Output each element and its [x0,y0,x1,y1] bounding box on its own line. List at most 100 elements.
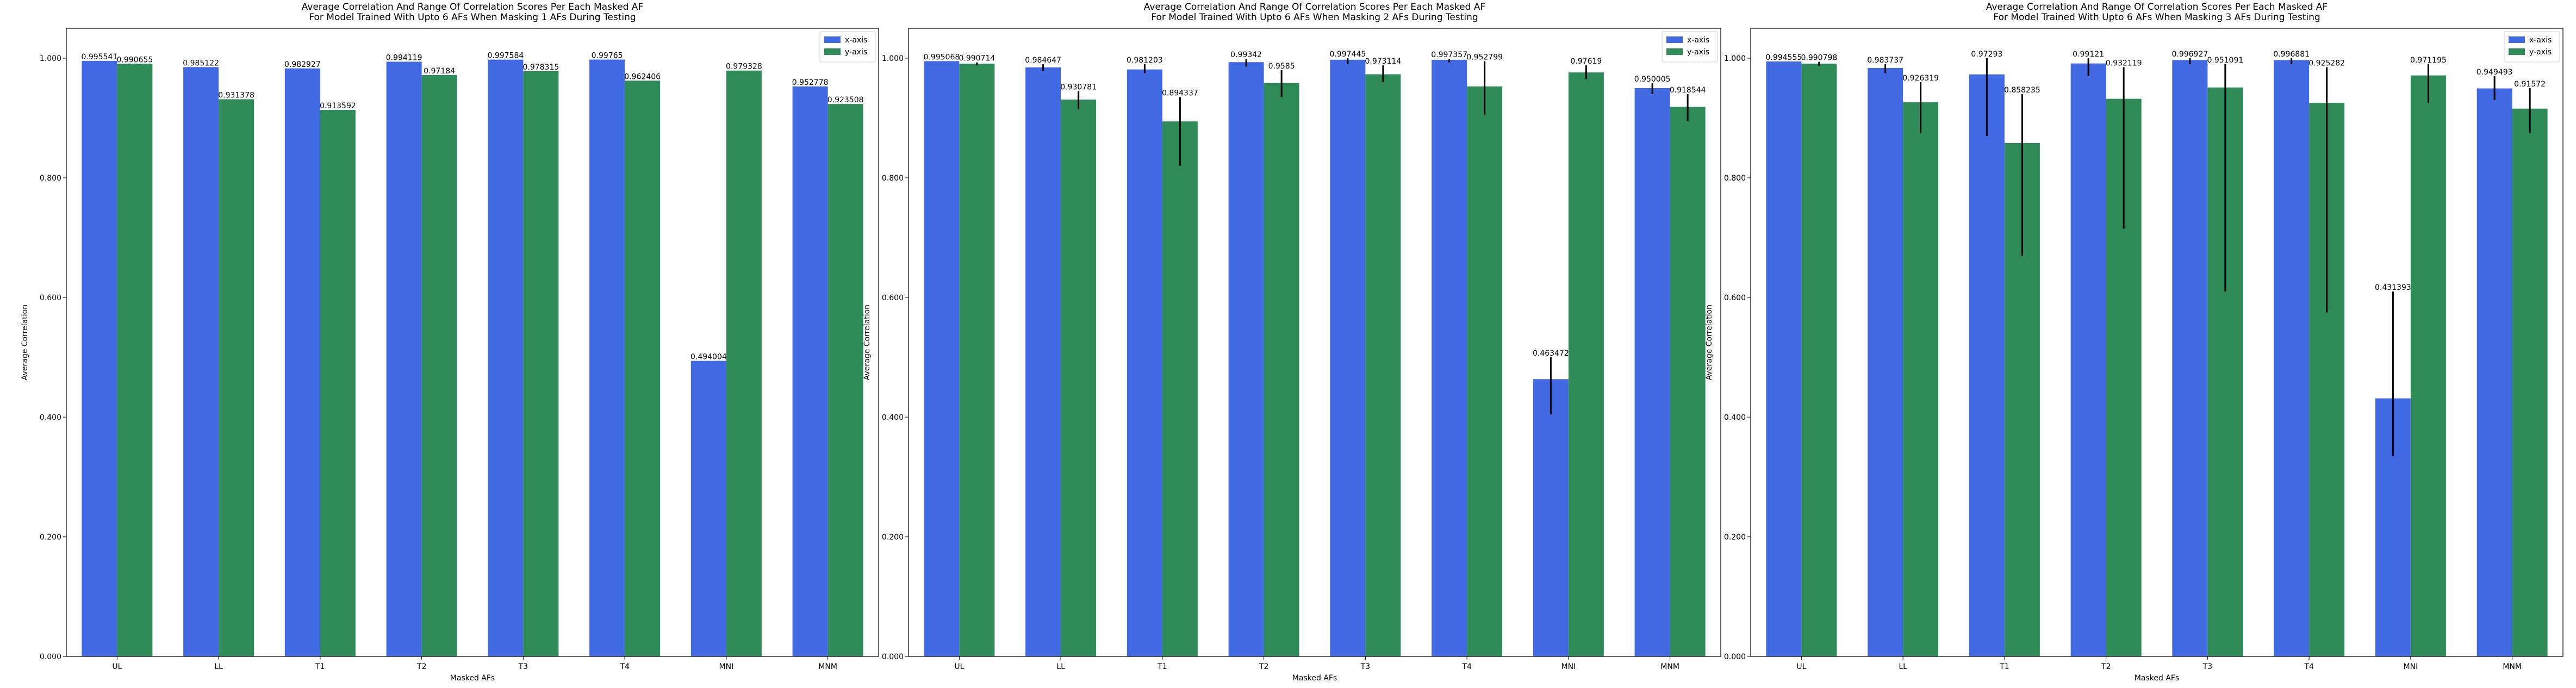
bar-y-axis-MNM [2512,108,2548,656]
bar-x-axis-T1 [1969,74,2005,657]
value-label: 0.91572 [2514,80,2546,89]
value-label: 0.923508 [827,96,864,104]
chart-title-line: Average Correlation And Range Of Correla… [1144,2,1485,13]
legend-label: y-axis [2529,48,2552,57]
bar-y-axis-T2 [1264,83,1299,656]
legend-swatch-x-axis [1666,36,1683,43]
y-tick-label: 0.200 [882,533,904,542]
y-tick-label: 0.000 [882,653,904,661]
x-tick-label: T4 [619,662,630,671]
y-tick-label: 0.600 [882,294,904,302]
value-label: 0.983737 [1867,56,1903,65]
x-tick-label: MNI [2404,662,2418,671]
value-label: 0.99342 [1230,51,1262,59]
bar-y-axis-T1 [1162,121,1198,656]
x-axis-label: Masked AFs [2135,674,2179,683]
value-label: 0.99765 [592,52,623,60]
value-label: 0.982927 [284,60,321,69]
y-tick-label: 0.800 [882,174,904,183]
bar-y-axis-T3 [1365,74,1401,657]
value-label: 0.952778 [792,78,829,87]
bar-y-axis-UL [959,64,995,656]
value-label: 0.978315 [522,63,559,72]
x-tick-label: MNM [1660,662,1679,671]
x-tick-label: MNI [1561,662,1576,671]
bar-y-axis-UL [117,64,153,656]
bar-y-axis-MNM [1670,107,1706,657]
x-tick-label: T4 [2304,662,2314,671]
x-tick-label: T1 [1157,662,1167,671]
value-label: 0.994555 [1765,53,1802,62]
value-label: 0.997445 [1329,50,1366,59]
bar-x-axis-T1 [1127,69,1162,656]
value-label: 0.962406 [624,72,661,81]
value-label: 0.995541 [81,53,117,61]
value-label: 0.997584 [487,52,524,60]
value-label: 0.996927 [2171,50,2208,59]
bar-y-axis-T2 [421,75,457,657]
value-label: 0.930781 [1060,83,1097,92]
value-label: 0.979328 [726,63,762,71]
plot-frame [66,28,879,657]
bar-y-axis-MNM [827,104,863,656]
chart-title-line: For Model Trained With Upto 6 AFs When M… [1993,12,2320,23]
bar-x-axis-T4 [1432,59,1467,656]
legend-label: x-axis [845,36,867,45]
x-tick-label: UL [112,662,122,671]
bar-y-axis-MNI [2410,75,2446,656]
value-label: 0.913592 [320,102,356,110]
legend-label: y-axis [845,48,867,57]
value-label: 0.431393 [2375,283,2411,292]
value-label: 0.9585 [1268,62,1295,71]
bar-y-axis-LL [1061,100,1097,657]
value-label: 0.949493 [2477,68,2513,77]
x-tick-label: MNM [2503,662,2522,671]
bar-y-axis-MNI [726,70,762,656]
bar-x-axis-UL [1766,61,1802,656]
y-tick-label: 1.000 [1724,54,1746,63]
y-tick-label: 0.200 [1724,533,1746,542]
y-tick-label: 0.400 [882,413,904,422]
y-axis-label: Average Correlation [863,305,872,380]
bar-x-axis-MNI [690,361,726,656]
x-tick-label: LL [1056,662,1065,671]
value-label: 0.925282 [2309,59,2345,68]
value-label: 0.97619 [1570,57,1602,66]
x-tick-label: UL [1796,662,1806,671]
value-label: 0.463472 [1533,349,1569,358]
value-label: 0.494004 [690,353,727,362]
y-tick-label: 0.400 [40,413,61,422]
bar-x-axis-T3 [1330,59,1366,656]
legend-label: x-axis [1687,36,1709,45]
bar-y-axis-UL [1801,64,1837,657]
x-tick-label: UL [954,662,964,671]
bar-x-axis-MNM [792,86,828,656]
bar-x-axis-T2 [1228,62,1264,656]
legend-swatch-y-axis [2509,48,2525,55]
x-tick-label: T2 [1259,662,1268,671]
value-label: 0.931378 [218,91,254,100]
bar-x-axis-UL [924,61,960,657]
x-axis-label: Masked AFs [1292,674,1337,683]
value-label: 0.97184 [424,67,455,76]
bar-y-axis-LL [1903,102,1939,657]
value-label: 0.918544 [1670,86,1706,95]
bar-x-axis-T3 [2172,60,2208,657]
bar-x-axis-MNI [1533,379,1569,656]
bar-x-axis-LL [1868,67,1903,657]
value-label: 0.932119 [2106,59,2142,68]
bar-x-axis-MNM [2477,88,2512,656]
value-label: 0.952799 [1466,53,1503,62]
chart-title-line: Average Correlation And Range Of Correla… [1986,2,2328,13]
bar-x-axis-LL [183,67,219,656]
value-label: 0.97293 [1971,50,2002,59]
value-label: 0.973114 [1365,57,1401,66]
value-label: 0.990655 [116,55,153,64]
chart-title-line: For Model Trained With Upto 6 AFs When M… [309,12,636,23]
legend-label: y-axis [1687,48,1709,57]
value-label: 0.995068 [923,53,960,61]
value-label: 0.985122 [183,59,219,67]
x-tick-label: LL [1899,662,1907,671]
